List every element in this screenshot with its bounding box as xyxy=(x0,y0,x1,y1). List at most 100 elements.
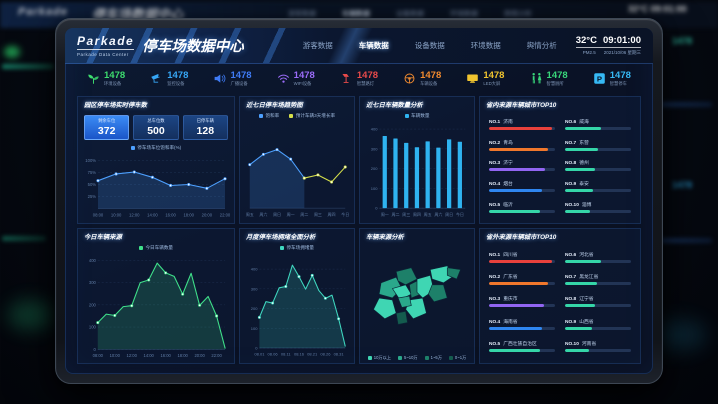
background-bar xyxy=(2,236,46,241)
svg-text:10:00: 10:00 xyxy=(110,353,121,358)
tab-device-data[interactable]: 设备数据 xyxy=(414,41,445,50)
background-stat-value: 1478 xyxy=(672,36,693,46)
svg-text:400: 400 xyxy=(251,267,258,272)
chart-legend: 停车场拥堵量 xyxy=(286,244,315,250)
svg-text:200: 200 xyxy=(251,306,258,311)
panel-vehicle-source-map: 车辆来源分析 xyxy=(359,228,475,364)
led-screen-icon xyxy=(466,72,479,85)
stat-value: 1478 xyxy=(356,70,379,82)
ranking-item: NO.2 青岛 xyxy=(489,135,555,156)
panel-weekly-trend: 近七日停车场趋势图 饱和率 预计车辆3天增长率 周五 周六 周日 周一 周二 周三 周四 今日 xyxy=(239,96,355,224)
svg-text:08.06: 08.06 xyxy=(268,352,279,357)
ranking-item: NO.10 河南省 xyxy=(565,335,631,357)
chart-legend: 停车场车位饱和率(%) xyxy=(137,144,182,150)
svg-text:周一: 周一 xyxy=(287,211,295,217)
svg-text:周四: 周四 xyxy=(328,211,336,217)
background-nav-item: 舆情分析 xyxy=(504,11,532,18)
stat-label: 智慧厕所 xyxy=(546,81,564,87)
svg-text:周三: 周三 xyxy=(402,211,410,217)
ranking-item: NO.5 广西壮族自治区 xyxy=(489,335,555,357)
svg-text:周五: 周五 xyxy=(424,211,432,217)
svg-text:100%: 100% xyxy=(85,158,96,163)
ranking-item: NO.8 辽宁省 xyxy=(565,290,631,312)
parking-stat-boxes: 剩余车位 372 总车位数 500 已停车辆 128 xyxy=(84,115,228,140)
ranking-item: NO.8 德州 xyxy=(565,155,631,176)
stat-label: WIFI设备 xyxy=(293,81,312,87)
svg-text:22:00: 22:00 xyxy=(211,353,222,358)
svg-text:今日: 今日 xyxy=(341,211,349,217)
streetlamp-icon xyxy=(340,72,353,85)
svg-text:300: 300 xyxy=(251,286,258,291)
svg-text:300: 300 xyxy=(89,280,97,285)
svg-text:400: 400 xyxy=(371,127,378,132)
ranking-item: NO.10 淄博 xyxy=(565,196,631,217)
stat-label: 环境设备 xyxy=(104,81,122,87)
svg-text:20:00: 20:00 xyxy=(194,353,205,358)
ranking-item: NO.6 威海 xyxy=(565,114,631,135)
svg-text:25%: 25% xyxy=(88,194,97,199)
svg-text:0: 0 xyxy=(375,206,378,211)
tab-visitor-data[interactable]: 游客数据 xyxy=(302,41,333,50)
svg-text:100: 100 xyxy=(251,326,258,331)
stat-value: 1478 xyxy=(609,70,631,82)
map-legend-label: 10万以上 xyxy=(373,354,391,360)
svg-text:周一: 周一 xyxy=(381,211,389,217)
panel-title: 省内来源车辆城市TOP10 xyxy=(486,101,557,109)
plant-icon xyxy=(87,72,100,85)
background-nav: 游客数据 车辆数据 设备数据 环境数据 舆情分析 xyxy=(288,9,532,19)
map-legend-label: 0~1万 xyxy=(454,354,467,360)
svg-text:08.26: 08.26 xyxy=(320,352,331,357)
panel-title: 今日车辆来源 xyxy=(84,233,122,241)
saturation-line-chart: 25% 50% 75% 100% 08:00 10:00 12:00 14:00 16:00 18… xyxy=(78,153,234,223)
dashboard-grid: 园区停车场实时停车数 剩余车位 372 总车位数 500 已停车辆 128 停车场车位… xyxy=(65,94,653,374)
main-nav: 游客数据 车辆数据 设备数据 环境数据 舆情分析 xyxy=(302,37,558,54)
stat-speaker-devices: 1478 广播设备 xyxy=(213,71,252,87)
device-stats-row: 1478 环境设备 1478 监控设备 1478 广播设备 1478 WIFI设备 14… xyxy=(65,64,653,94)
stat-value: 1478 xyxy=(293,70,315,82)
ranking-item: NO.4 海南省 xyxy=(489,313,555,335)
svg-text:周五: 周五 xyxy=(246,211,254,217)
svg-text:300: 300 xyxy=(371,146,378,151)
stat-wifi-devices: 1478 WIFI设备 xyxy=(277,71,315,86)
background-green-blob xyxy=(4,46,20,58)
panel-title: 近七日停车场趋势图 xyxy=(246,101,303,109)
map-legend-label: 5~10万 xyxy=(404,354,418,360)
svg-text:周六: 周六 xyxy=(259,211,267,217)
ranking-item: NO.2 广东省 xyxy=(489,268,555,290)
svg-text:08.21: 08.21 xyxy=(307,352,318,357)
svg-text:16:00: 16:00 xyxy=(161,353,172,358)
stat-label: 智慧路灯 xyxy=(356,81,375,87)
ranking-item: NO.3 济宁 xyxy=(489,155,555,176)
svg-text:周日: 周日 xyxy=(273,211,281,217)
temperature: 32°C xyxy=(575,35,597,47)
stat-box-occupied: 已停车辆 128 xyxy=(182,115,228,140)
background-stat-value: 1478 xyxy=(672,180,693,190)
page-title: 停车场数据中心 xyxy=(142,39,244,55)
svg-text:周四: 周四 xyxy=(413,211,421,217)
stat-label: 广播设备 xyxy=(230,81,248,87)
parking-icon: P xyxy=(593,72,606,85)
monitor-bezel: Parkade Parkade Data Center 停车场数据中心 游客数据… xyxy=(55,18,663,384)
svg-text:08.16: 08.16 xyxy=(294,352,305,357)
dashboard-header: Parkade Parkade Data Center 停车场数据中心 游客数据… xyxy=(65,28,653,64)
tab-environment-data[interactable]: 环境数据 xyxy=(470,41,501,50)
background-time: 32°C 09:01:00 xyxy=(628,4,687,14)
svg-text:18:00: 18:00 xyxy=(183,213,194,218)
background-nav-item: 设备数据 xyxy=(396,11,424,18)
date-label: 2021/10/06 星期三 xyxy=(603,49,641,55)
tab-sentiment-analysis[interactable]: 舆情分析 xyxy=(526,41,557,50)
map-legend: 10万以上 5~10万 1~5万 0~1万 xyxy=(360,352,474,363)
panel-monthly-congestion: 月度停车场拥堵全面分析 停车场拥堵量 0 100 200 300 400 08.01 08.… xyxy=(239,228,355,364)
stat-label: 监控设备 xyxy=(167,81,185,87)
stat-value: 1478 xyxy=(167,70,189,82)
panel-title: 近七日车辆数量分析 xyxy=(366,101,423,109)
ranking-item: NO.1 济南 xyxy=(489,114,555,135)
brand-subtitle: Parkade Data Center xyxy=(77,51,129,57)
weekly-bar-chart: 0 100 200 300 400 周一 周二 周三 周四 周五 周六 周日 今日 xyxy=(360,121,474,223)
brand-logo: Parkade xyxy=(77,34,135,51)
ranking-item: NO.6 河北省 xyxy=(565,246,631,268)
background-nav-item: 环境数据 xyxy=(450,11,478,18)
tab-vehicle-data[interactable]: 车辆数据 xyxy=(358,41,389,50)
stat-led-screen-devices: 1478 LED大屏 xyxy=(466,71,504,86)
chart-legend: 车辆数量 xyxy=(411,112,430,118)
